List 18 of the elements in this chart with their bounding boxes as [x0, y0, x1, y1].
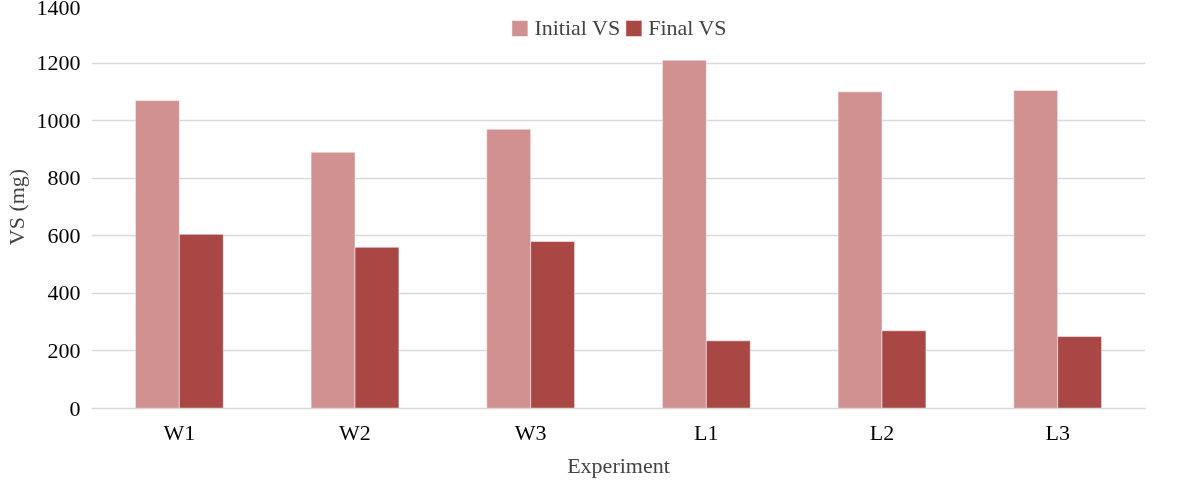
x-axis-title: Experiment: [567, 452, 670, 478]
legend-label: Initial VS: [534, 15, 621, 41]
x-tick-label: L1: [694, 419, 719, 445]
y-tick-label: 0: [69, 395, 81, 421]
y-tick-label: 200: [47, 337, 81, 363]
y-tick-label: 600: [47, 222, 81, 248]
x-tick-label: L3: [1045, 419, 1070, 445]
y-tick-label: 1400: [36, 0, 81, 20]
x-tick-label: W2: [339, 419, 371, 445]
y-tick-label: 400: [47, 280, 81, 306]
legend-label: Final VS: [648, 15, 727, 41]
y-tick-label: 800: [47, 165, 81, 191]
y-tick-label: 1000: [36, 107, 81, 133]
x-tick-label: L2: [869, 419, 895, 445]
x-tick-label: W1: [163, 419, 196, 445]
x-tick-label: W3: [514, 419, 547, 445]
y-axis-title: VS (mg): [3, 168, 29, 246]
y-tick-label: 1200: [36, 50, 81, 76]
